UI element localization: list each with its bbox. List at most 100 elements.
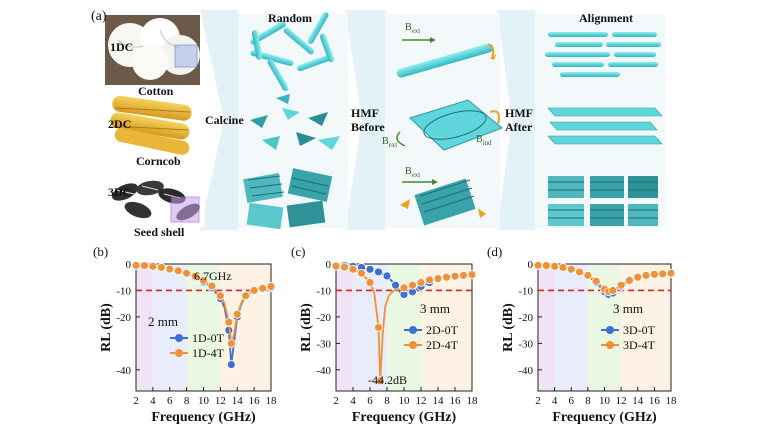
y-tick-label: -40 bbox=[116, 365, 131, 377]
legend-marker bbox=[409, 326, 417, 334]
legend-label: 2D-0T bbox=[426, 323, 459, 337]
annotation-label: 6.7GHz bbox=[194, 269, 232, 283]
x-tick-label: 8 bbox=[184, 395, 190, 407]
y-tick-label: 0 bbox=[126, 259, 132, 271]
data-point bbox=[199, 276, 208, 285]
data-point bbox=[467, 270, 477, 279]
legend-label: 3D-0T bbox=[623, 323, 656, 337]
data-point bbox=[641, 270, 651, 280]
data-point bbox=[182, 268, 192, 278]
x-tick-label: 6 bbox=[569, 395, 575, 407]
data-point bbox=[224, 317, 234, 327]
data-point bbox=[148, 261, 158, 271]
thickness-label: 3 mm bbox=[613, 301, 643, 316]
data-point bbox=[140, 261, 149, 270]
y-tick-label: -20 bbox=[316, 312, 331, 324]
data-point bbox=[450, 271, 460, 281]
data-point bbox=[408, 280, 417, 290]
x-tick-label: 6 bbox=[367, 395, 373, 407]
data-point bbox=[382, 271, 392, 281]
data-point bbox=[226, 338, 236, 348]
hmf-flake bbox=[396, 99, 503, 151]
chart-2: (c) 0 -10 -20 -30 -40 2 4 6 8 10 12 14 16 18 Frequency … bbox=[291, 244, 478, 425]
data-point bbox=[608, 286, 618, 295]
y-tick-label: -30 bbox=[518, 338, 533, 350]
chart-1: (b) 0 -10 -20 -40 2 4 6 8 10 12 14 16 18 Frequency (GH… bbox=[93, 244, 277, 425]
material-2-name: Corncob bbox=[136, 154, 181, 168]
x-tick-label: 10 bbox=[399, 395, 411, 407]
data-point bbox=[566, 264, 576, 274]
y-tick-label: -10 bbox=[316, 285, 331, 297]
data-point bbox=[533, 260, 543, 270]
material-1-code: 1DC bbox=[110, 40, 134, 54]
data-point bbox=[226, 360, 236, 369]
x-tick-label: 8 bbox=[384, 395, 390, 407]
cotton-image bbox=[105, 15, 200, 85]
thickness-label: 2 mm bbox=[148, 314, 178, 329]
calcine-label: Calcine bbox=[205, 113, 244, 127]
x-tick-label: 14 bbox=[232, 395, 244, 407]
x-axis-label: Frequency (GHz) bbox=[352, 410, 457, 425]
data-point bbox=[575, 267, 584, 277]
seed-shell-image bbox=[105, 172, 205, 227]
data-point bbox=[131, 260, 141, 270]
hmf-rod bbox=[396, 37, 496, 78]
b-ext-label-mid: Bext bbox=[382, 136, 398, 149]
data-point bbox=[365, 278, 375, 287]
band-2 bbox=[554, 264, 588, 391]
panel-label: (d) bbox=[487, 244, 502, 259]
data-point bbox=[232, 309, 242, 319]
data-point bbox=[258, 283, 267, 293]
data-point bbox=[207, 281, 217, 291]
x-tick-label: 12 bbox=[616, 395, 627, 407]
data-point bbox=[649, 269, 659, 279]
legend-label: 2D-4T bbox=[426, 338, 459, 352]
data-point bbox=[374, 267, 383, 277]
aligned-3d-blocks bbox=[548, 176, 658, 226]
band-1 bbox=[136, 264, 153, 391]
data-point bbox=[156, 263, 166, 272]
data-point bbox=[391, 280, 400, 290]
corncob-image bbox=[105, 92, 195, 155]
hmf-before-label: HMF Before bbox=[351, 106, 385, 134]
chart-3: (d) 0 -10 -20 -30 -40 2 4 6 8 10 12 14 16 18 Frequency … bbox=[487, 244, 677, 425]
panel-label: (c) bbox=[291, 244, 305, 259]
data-point bbox=[331, 261, 341, 271]
x-tick-label: 8 bbox=[585, 395, 591, 407]
hmf-3d-block bbox=[400, 178, 486, 226]
random-rods bbox=[250, 12, 335, 91]
random-3d-blocks bbox=[243, 168, 333, 230]
data-point bbox=[215, 291, 225, 301]
band-1 bbox=[538, 264, 555, 391]
b-ext-label-bottom: Bext bbox=[405, 166, 421, 179]
x-tick-label: 18 bbox=[266, 395, 278, 407]
y-tick-label: -40 bbox=[316, 365, 331, 377]
data-point bbox=[374, 323, 383, 332]
y-axis-label: RL (dB) bbox=[99, 303, 114, 352]
legend-label: 1D-4T bbox=[192, 346, 225, 360]
legend-marker bbox=[175, 349, 183, 357]
x-tick-label: 2 bbox=[333, 395, 339, 407]
data-point bbox=[541, 261, 551, 270]
y-axis-label: RL (dB) bbox=[501, 303, 516, 352]
y-tick-label: -20 bbox=[518, 312, 533, 324]
data-point bbox=[558, 263, 568, 272]
legend-marker bbox=[175, 334, 183, 342]
x-tick-label: 4 bbox=[552, 395, 558, 407]
material-3-name: Seed shell bbox=[134, 225, 185, 239]
legend-marker bbox=[409, 341, 417, 349]
y-tick-label: 0 bbox=[326, 259, 332, 271]
x-tick-label: 16 bbox=[450, 395, 462, 407]
aligned-rods bbox=[545, 32, 661, 77]
legend-label: 1D-0T bbox=[192, 331, 225, 345]
x-tick-label: 2 bbox=[133, 395, 139, 407]
x-tick-label: 14 bbox=[632, 395, 644, 407]
x-tick-label: 10 bbox=[599, 395, 611, 407]
random-flakes bbox=[250, 94, 340, 150]
schematic-panel bbox=[105, 10, 665, 230]
data-point bbox=[165, 264, 175, 274]
x-tick-label: 10 bbox=[198, 395, 210, 407]
data-point bbox=[266, 282, 276, 291]
annotation-label: -44.2dB bbox=[368, 373, 407, 387]
material-2-code: 2DC bbox=[108, 117, 132, 131]
